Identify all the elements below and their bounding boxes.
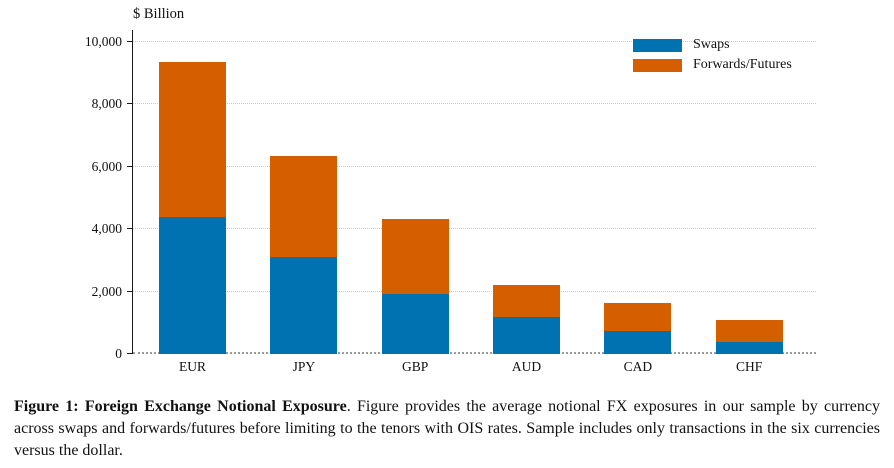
y-tick-label: 6,000 [91,158,122,174]
gridline-8000 [133,103,816,104]
bar-cad-forwards-futures [604,302,672,331]
legend: Swaps Forwards/Futures [633,37,792,73]
bar-aud-swaps [493,317,561,354]
legend-label: Swaps [693,37,730,52]
gridline-2000 [133,290,816,292]
caption-body: . Figure provides the average notional F… [14,398,880,459]
legend-label: Forwards/Futures [693,57,792,72]
y-tick-mark [127,165,132,167]
bar-cad-swaps [604,330,672,354]
y-tick-label: 2,000 [91,283,122,299]
caption-heading: Figure 1: Foreign Exchange Notional Expo… [14,398,347,415]
y-tick-label: 0 [115,346,122,361]
x-axis-label-jpy: JPY [292,359,316,374]
x-axis-label-aud: AUD [511,359,542,374]
bar-chf-forwards-futures [715,319,783,343]
x-axis-label-gbp: GBP [402,359,429,374]
y-tick-label: 8,000 [91,96,122,111]
y-tick-mark [127,353,132,354]
y-tick-mark [127,40,132,42]
bar-chf-swaps [715,342,783,354]
y-axis-unit-label: $ Billion [133,6,185,22]
y-axis-line [132,30,133,354]
bar-eur-swaps [159,216,226,354]
gridline-0 [133,352,816,354]
legend-item-swaps: Swaps [633,37,792,53]
y-tick-label: 4,000 [91,221,122,236]
bar-gbp-swaps [381,293,449,354]
bar-jpy-forwards-futures [270,156,338,257]
bar-eur-forwards-futures [159,61,226,217]
bar-jpy-swaps [270,256,338,354]
x-axis-label-eur: EUR [179,359,206,374]
gridline-6000 [133,165,816,167]
legend-swatch [633,38,682,52]
gridline-10000 [133,40,816,42]
y-tick-label: 10,000 [84,33,122,49]
plot-area: 0 2,000 4,000 6,000 8,000 10,000 Swaps Forward… [85,30,816,361]
legend-item-forwards-futures: Forwards/Futures [633,57,792,73]
x-axis-label-cad: CAD [623,359,653,374]
bar-aud-forwards-futures [493,284,561,318]
figure-caption: Figure 1: Foreign Exchange Notional Expo… [14,396,880,462]
legend-swatch [633,58,682,72]
gridline-4000 [133,228,816,229]
bar-gbp-forwards-futures [381,218,449,294]
y-tick-mark [127,228,132,229]
x-axis-label-chf: CHF [736,359,763,374]
y-tick-mark [127,290,132,292]
y-tick-mark [127,103,132,104]
